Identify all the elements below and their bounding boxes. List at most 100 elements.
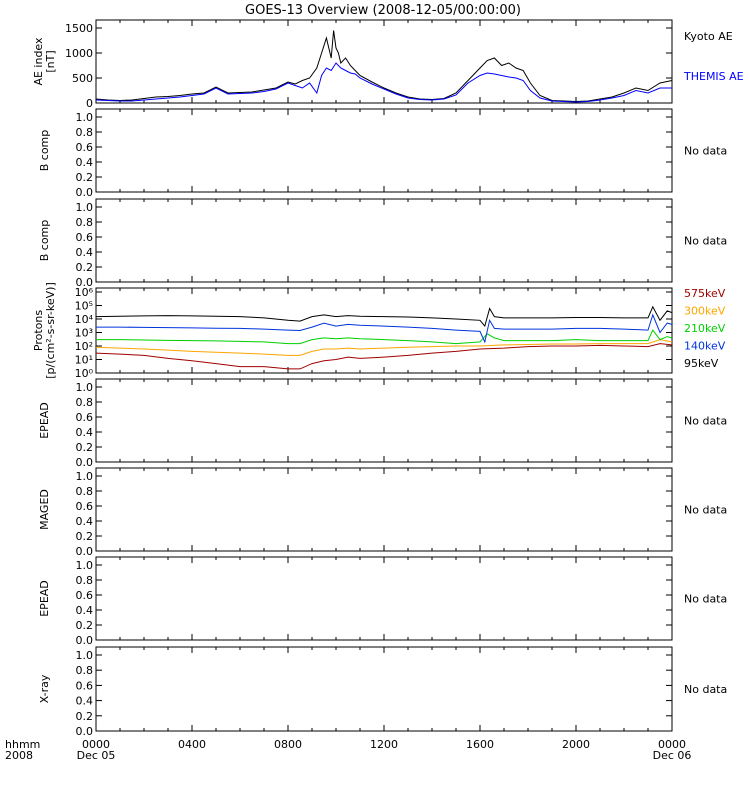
time-tick-label: 0000 bbox=[658, 738, 686, 751]
panel-status: No data bbox=[684, 683, 727, 696]
ytick-label: 1.0 bbox=[76, 201, 94, 214]
panel-frame bbox=[95, 646, 673, 732]
panel-ylabel: [nT] bbox=[44, 50, 57, 72]
ytick-label: 10⁰ bbox=[75, 367, 94, 380]
ytick-label: 0.0 bbox=[76, 276, 94, 289]
panel-bcomp2: 0.0 0.2 0.4 0.6 0.8 1.0 B comp No data bbox=[38, 198, 727, 289]
panel-epead2: 0.0 0.2 0.4 0.6 0.8 1.0 EPEAD No data bbox=[38, 556, 727, 647]
legend-entry: 575keV bbox=[684, 287, 726, 300]
panel-ylabel: B comp bbox=[38, 220, 51, 262]
legend-entry: 140keV bbox=[684, 340, 726, 353]
legend-entry: Kyoto AE bbox=[684, 30, 733, 43]
panel-frame bbox=[95, 556, 673, 641]
ytick-label: 1.0 bbox=[76, 559, 94, 572]
panel-status: No data bbox=[684, 415, 727, 428]
legend-entry: 300keV bbox=[684, 305, 726, 318]
ytick-label: 0.2 bbox=[76, 619, 94, 632]
ytick-label: 0.2 bbox=[76, 261, 94, 274]
panel-ylabel: B comp bbox=[38, 130, 51, 172]
ytick-label: 0.6 bbox=[76, 411, 94, 424]
ytick-label: 10⁵ bbox=[75, 300, 93, 313]
ytick-label: 0 bbox=[86, 97, 93, 110]
panel-ylabel: [p/(cm²-s-sr-keV)] bbox=[44, 282, 57, 379]
ytick-label: 0.8 bbox=[76, 664, 94, 677]
series-line-kyoto-ae bbox=[95, 30, 673, 103]
ytick-label: 0.4 bbox=[76, 246, 94, 259]
ytick-label: 1.0 bbox=[76, 111, 94, 124]
panel-frame bbox=[95, 467, 673, 552]
panel-status: No data bbox=[684, 145, 727, 158]
ytick-label: 10² bbox=[75, 340, 93, 353]
legend-entry: 95keV bbox=[684, 357, 719, 370]
series-line-210kev bbox=[96, 329, 673, 345]
panel-frame bbox=[95, 378, 673, 463]
ytick-label: 0.6 bbox=[76, 141, 94, 154]
panel-bcomp1: 0.0 0.2 0.4 0.6 0.8 1.0 B comp No data bbox=[38, 108, 727, 199]
panel-ae: 0 500 1000 1500 AE index [nT] Kyoto AE THEMIS A… bbox=[32, 19, 744, 110]
series-line-themis-ae bbox=[95, 62, 672, 103]
ytick-label: 0.8 bbox=[76, 216, 94, 229]
ytick-label: 0.0 bbox=[76, 725, 94, 738]
time-tick-label: 0800 bbox=[274, 738, 302, 751]
panel-ylabel: MAGED bbox=[38, 489, 51, 530]
panel-frame bbox=[95, 108, 673, 193]
ytick-label: 0.0 bbox=[76, 456, 94, 469]
series-line-300kev bbox=[95, 339, 673, 356]
ytick-label: 1500 bbox=[65, 22, 93, 35]
ytick-label: 1.0 bbox=[76, 649, 94, 662]
panel-frame bbox=[95, 198, 673, 283]
ytick-label: 0.4 bbox=[76, 695, 94, 708]
ytick-label: 1000 bbox=[65, 47, 93, 60]
panel-epead1: 0.0 0.2 0.4 0.6 0.8 1.0 EPEAD No data bbox=[38, 378, 727, 469]
ytick-label: 0.8 bbox=[76, 396, 94, 409]
ytick-label: 0.6 bbox=[76, 500, 94, 513]
ytick-label: 0.6 bbox=[76, 589, 94, 602]
ytick-label: 0.0 bbox=[76, 634, 94, 647]
time-axis-row2-label: 2008 bbox=[5, 749, 33, 762]
ytick-label: 1.0 bbox=[76, 470, 94, 483]
series-line-95kev bbox=[95, 305, 673, 328]
series-line-575kev bbox=[95, 343, 673, 370]
panel-status: No data bbox=[684, 504, 727, 517]
legend-entry: 210keV bbox=[684, 322, 726, 335]
panel-status: No data bbox=[684, 235, 727, 248]
panel-ylabel: Protons bbox=[32, 310, 45, 351]
panel-ylabel: EPEAD bbox=[38, 580, 51, 617]
date-label: Dec 06 bbox=[653, 749, 692, 762]
ytick-label: 0.8 bbox=[76, 574, 94, 587]
ytick-label: 0.6 bbox=[76, 679, 94, 692]
ytick-label: 0.0 bbox=[76, 545, 94, 558]
time-tick-label: 2000 bbox=[562, 738, 590, 751]
ytick-label: 0.4 bbox=[76, 156, 94, 169]
time-tick-label: 0400 bbox=[178, 738, 206, 751]
time-axis-row1-label: hhmm bbox=[5, 738, 40, 751]
time-tick-label: 0000 bbox=[82, 738, 110, 751]
panel-stack: 0 500 1000 1500 AE index [nT] Kyoto AE THEMIS A… bbox=[32, 19, 744, 738]
legend-entry: THEMIS AE bbox=[683, 70, 744, 83]
ytick-label: 10⁶ bbox=[75, 286, 94, 299]
series-line-140kev bbox=[96, 313, 673, 344]
plot-title: GOES-13 Overview (2008-12-05/00:00:00) bbox=[245, 3, 521, 18]
ytick-label: 1.0 bbox=[76, 381, 94, 394]
ytick-label: 0.2 bbox=[76, 441, 94, 454]
ytick-label: 0.2 bbox=[76, 710, 94, 723]
ytick-label: 0.4 bbox=[76, 604, 94, 617]
ytick-label: 0.4 bbox=[76, 515, 94, 528]
ytick-label: 10⁴ bbox=[75, 313, 94, 326]
panel-ylabel: AE index bbox=[32, 37, 45, 86]
time-axis: hhmm 2008 0000 0400 0800 1200 1600 2000 0000De… bbox=[5, 738, 691, 762]
ytick-label: 0.2 bbox=[76, 171, 94, 184]
ytick-label: 0.6 bbox=[76, 231, 94, 244]
panel-ylabel: EPEAD bbox=[38, 402, 51, 439]
ytick-label: 10³ bbox=[75, 327, 93, 340]
date-label: Dec 05 bbox=[77, 749, 116, 762]
ytick-label: 0.8 bbox=[76, 126, 94, 139]
panel-xray: 0.0 0.2 0.4 0.6 0.8 1.0 X-ray No data bbox=[38, 646, 727, 738]
panel-status: No data bbox=[684, 593, 727, 606]
ytick-label: 0.8 bbox=[76, 485, 94, 498]
time-tick-label: 1200 bbox=[370, 738, 398, 751]
ytick-label: 10¹ bbox=[75, 354, 93, 367]
panel-maged: 0.0 0.2 0.4 0.6 0.8 1.0 MAGED No data bbox=[38, 467, 727, 558]
